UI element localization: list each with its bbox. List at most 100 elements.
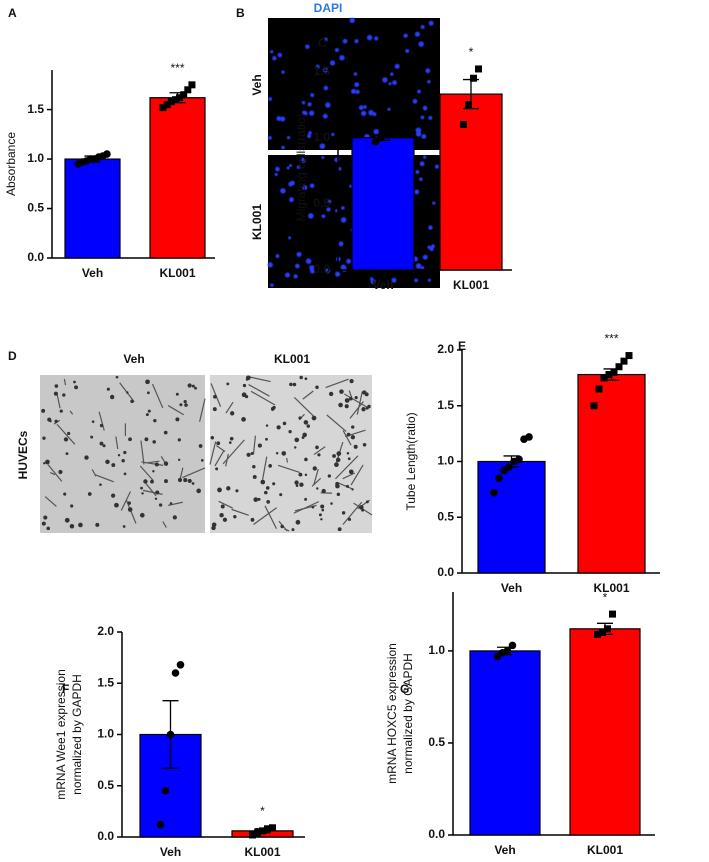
nucleus xyxy=(277,52,283,58)
row-label: Veh xyxy=(250,74,264,95)
cell xyxy=(338,402,343,408)
cell xyxy=(341,511,346,515)
tube xyxy=(250,390,276,406)
data-point xyxy=(508,641,517,650)
cell xyxy=(353,444,358,449)
nucleus xyxy=(286,166,290,170)
nucleus xyxy=(412,98,418,104)
bar xyxy=(477,460,546,574)
tube xyxy=(145,483,157,497)
cell xyxy=(365,500,369,504)
nucleus xyxy=(346,258,352,264)
data-point xyxy=(184,86,192,94)
tube xyxy=(98,411,105,431)
cell xyxy=(59,409,63,413)
cell xyxy=(233,515,237,519)
cell xyxy=(229,436,234,441)
cell xyxy=(312,466,317,471)
nucleus xyxy=(323,67,329,73)
tube xyxy=(286,457,288,463)
nucleus xyxy=(341,206,345,210)
nucleus xyxy=(415,127,422,134)
cell xyxy=(54,384,59,388)
cell xyxy=(217,487,222,493)
nucleus xyxy=(363,105,367,109)
cell xyxy=(361,407,366,412)
nucleus xyxy=(325,268,331,274)
nucleus xyxy=(421,134,427,139)
nucleus xyxy=(321,156,325,160)
cell xyxy=(362,443,367,447)
cell xyxy=(241,416,246,422)
cell xyxy=(155,490,160,495)
data-point xyxy=(609,610,616,618)
cell xyxy=(69,523,75,529)
nucleus xyxy=(310,93,315,98)
nucleus xyxy=(374,36,379,41)
tube xyxy=(326,414,347,432)
data-point xyxy=(188,81,196,89)
nucleus xyxy=(419,161,425,167)
cell xyxy=(298,472,303,477)
cell xyxy=(272,405,276,410)
cell xyxy=(346,432,351,437)
data-point xyxy=(590,402,598,410)
cell xyxy=(301,436,305,439)
nucleus xyxy=(342,38,348,44)
cell xyxy=(74,385,79,390)
cell xyxy=(123,472,127,476)
tube xyxy=(293,397,316,419)
cell xyxy=(268,464,272,468)
cell xyxy=(222,517,228,522)
y-tick-label: 1.0 xyxy=(437,454,454,468)
bar xyxy=(577,373,646,574)
cell xyxy=(127,501,131,505)
cell xyxy=(334,462,339,468)
cell xyxy=(265,486,270,490)
cell xyxy=(332,454,336,458)
tube xyxy=(139,465,154,481)
cell xyxy=(141,492,144,495)
cell xyxy=(348,469,354,475)
nucleus xyxy=(289,197,294,203)
nucleus xyxy=(315,64,320,69)
nucleus xyxy=(370,279,376,285)
nucleus xyxy=(420,265,425,270)
cell xyxy=(114,502,119,508)
nucleus xyxy=(394,63,400,69)
significance: *** xyxy=(604,332,618,346)
cell xyxy=(90,435,94,439)
nucleus xyxy=(296,251,302,257)
data-point xyxy=(594,630,601,638)
nucleus xyxy=(296,165,301,169)
tube xyxy=(168,501,183,506)
nucleus xyxy=(417,89,421,94)
cell xyxy=(191,384,195,388)
row-label: KL001 xyxy=(250,204,264,240)
cell xyxy=(316,487,319,490)
tube xyxy=(141,461,164,466)
x-tick-label: KL001 xyxy=(159,266,195,280)
tube xyxy=(293,501,320,514)
cell xyxy=(298,416,302,420)
cell xyxy=(228,441,232,444)
cell xyxy=(226,486,231,491)
nucleus xyxy=(425,68,431,74)
panel-letter: G xyxy=(400,682,409,696)
data-point xyxy=(269,824,276,832)
nucleus xyxy=(388,82,392,86)
nucleus xyxy=(322,113,328,119)
nucleus xyxy=(354,82,360,88)
cell xyxy=(183,399,187,404)
tube xyxy=(216,445,226,452)
cell xyxy=(139,512,145,518)
nucleus xyxy=(428,20,434,26)
x-tick-label: KL001 xyxy=(587,843,623,857)
cell xyxy=(354,396,358,400)
tube xyxy=(225,401,234,414)
nucleus xyxy=(319,143,326,149)
tube xyxy=(199,398,206,422)
cell xyxy=(158,503,163,507)
data-point xyxy=(475,65,482,73)
nucleus xyxy=(339,55,345,61)
